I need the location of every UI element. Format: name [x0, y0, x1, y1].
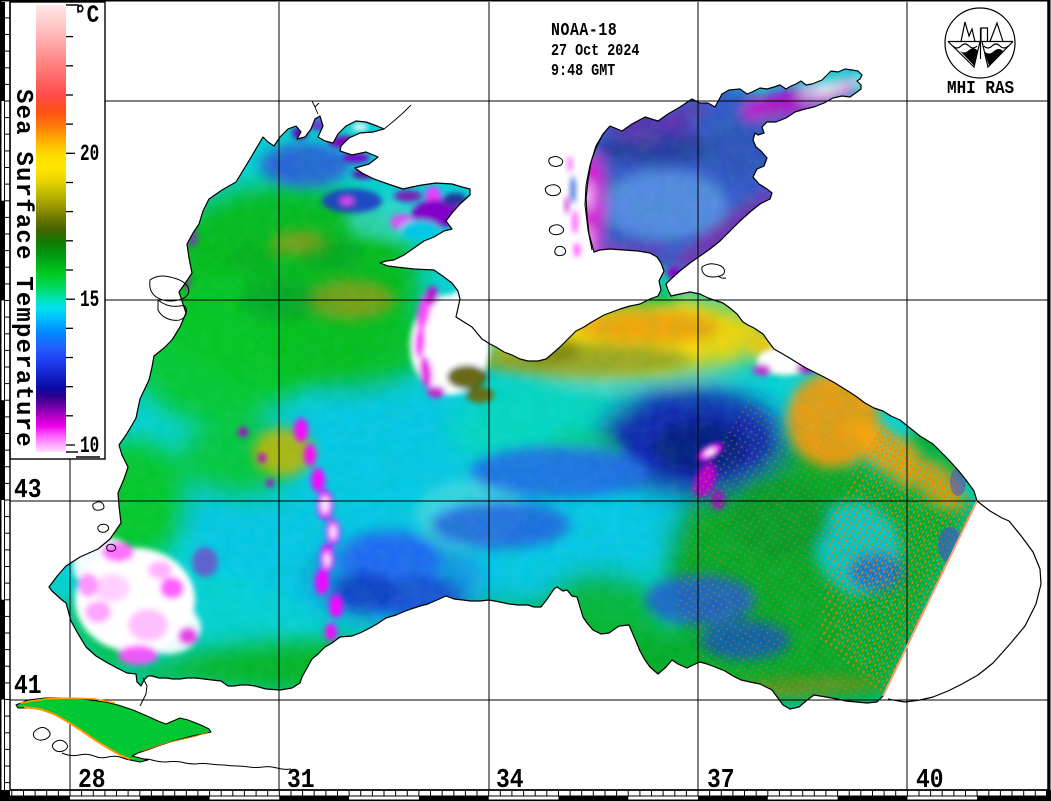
- svg-text:Sea Surface Temperature: Sea Surface Temperature: [9, 89, 36, 448]
- svg-text:10: 10: [80, 432, 99, 459]
- svg-text:34: 34: [496, 766, 524, 796]
- svg-text:40: 40: [916, 766, 944, 796]
- svg-text:°C: °C: [74, 1, 99, 29]
- svg-text:20: 20: [80, 140, 99, 167]
- svg-text:28: 28: [78, 766, 106, 796]
- svg-text:9:48 GMT: 9:48 GMT: [551, 61, 615, 81]
- svg-text:31: 31: [287, 766, 315, 796]
- svg-text:MHI RAS: MHI RAS: [947, 78, 1014, 100]
- svg-text:27 Oct 2024: 27 Oct 2024: [551, 41, 639, 61]
- svg-text:37: 37: [707, 766, 735, 796]
- svg-text:41: 41: [14, 672, 42, 702]
- svg-text:NOAA-18: NOAA-18: [551, 20, 617, 41]
- svg-text:43: 43: [14, 476, 42, 506]
- svg-text:15: 15: [80, 286, 99, 313]
